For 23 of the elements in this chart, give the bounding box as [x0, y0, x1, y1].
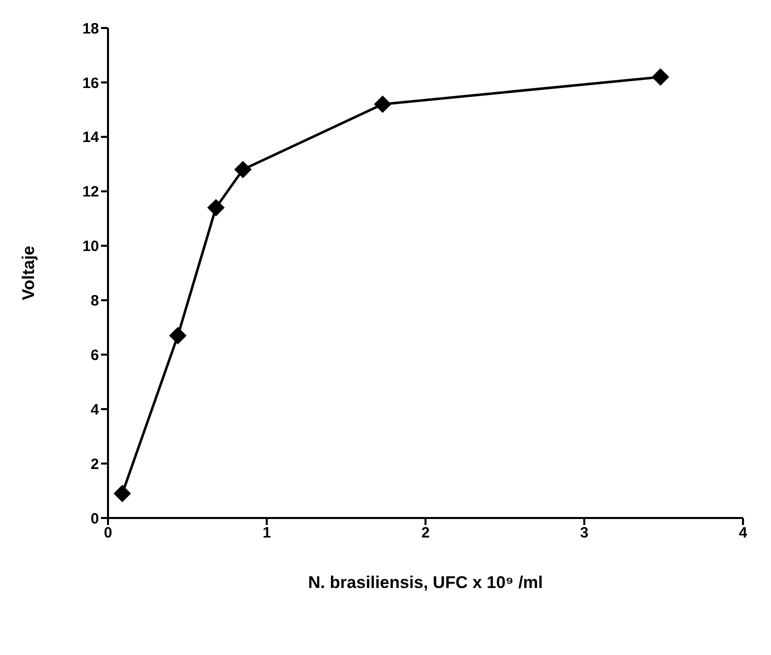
point [207, 199, 224, 216]
point [169, 327, 186, 344]
y-axis-title: Voltaje [19, 246, 38, 300]
y-tick-label: 8 [90, 292, 99, 310]
point [114, 485, 131, 502]
y-tick-label: 6 [90, 346, 99, 364]
y-tick-label: 2 [90, 456, 99, 473]
point [234, 161, 252, 178]
x-tick-label: 1 [262, 524, 271, 542]
y-tick-label: 10 [82, 238, 99, 256]
point [374, 96, 392, 113]
x-tick-label: 3 [580, 524, 588, 542]
y-tick-label: 18 [82, 20, 99, 38]
x-tick-label: 4 [738, 524, 748, 542]
y-tick-label: 12 [82, 184, 99, 201]
x-axis-title: N. brasiliensis, UFC x 10⁹ /ml [308, 573, 543, 592]
x-tick-label: 2 [421, 524, 430, 542]
x-tick-label: 0 [104, 524, 112, 542]
y-tick-label: 14 [82, 129, 100, 146]
y-tick-label: 16 [82, 74, 99, 92]
point [652, 68, 669, 86]
y-tick-label: 4 [90, 401, 100, 418]
y-tick-label: 0 [90, 510, 99, 528]
